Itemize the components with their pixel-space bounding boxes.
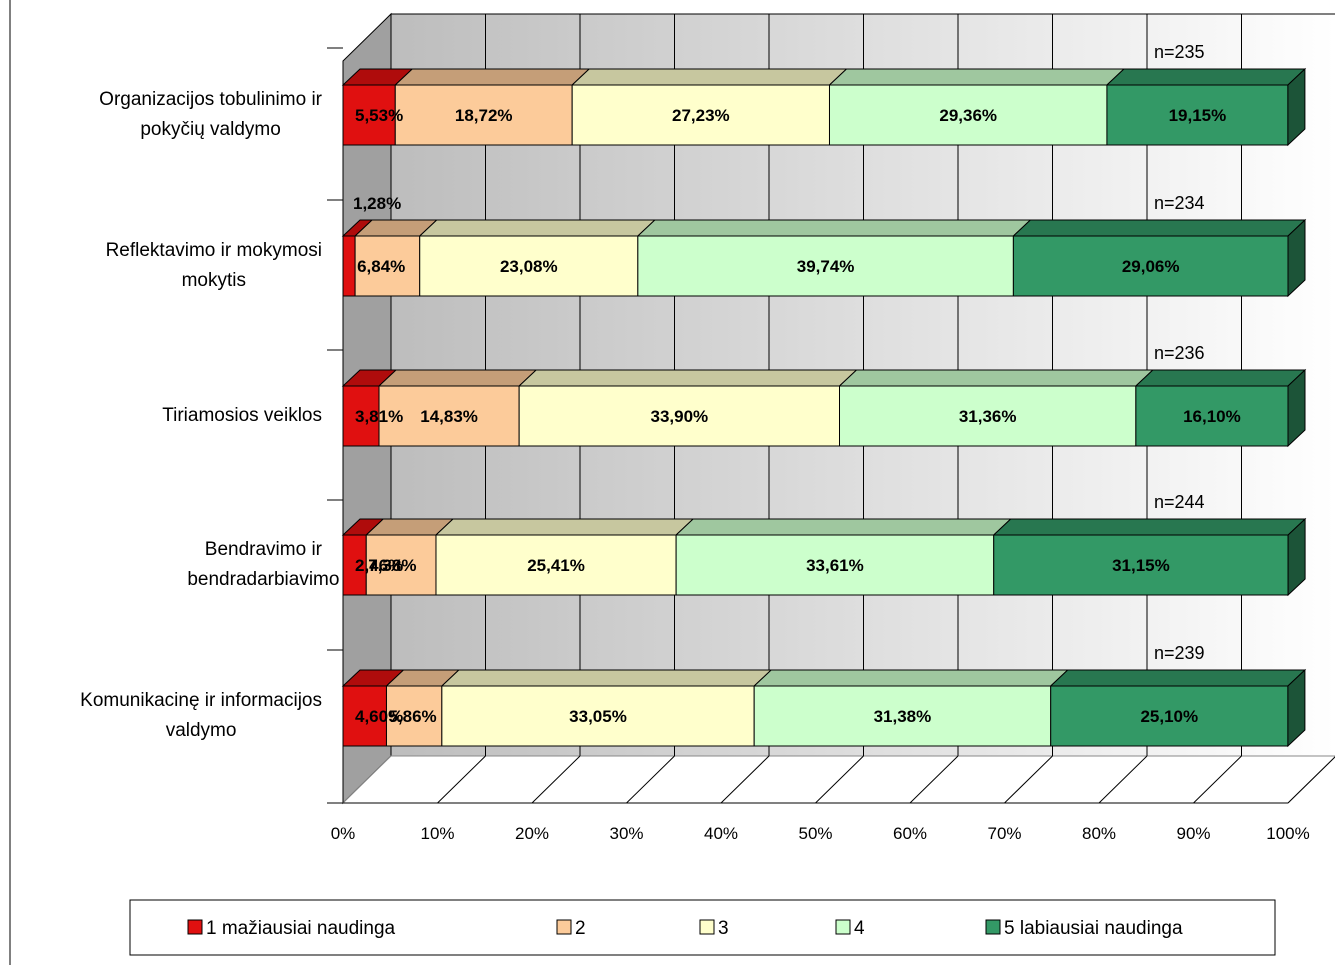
bar-top [420,220,655,236]
legend-label: 4 [854,918,865,939]
data-label: 23,08% [500,257,558,276]
data-label: 14,83% [420,407,478,426]
bar-top [754,670,1068,686]
data-label: 6,84% [357,257,405,276]
category-labels: Organizacijos tobulinimo ir pokyčių valdy… [80,89,339,741]
data-label: 16,10% [1183,407,1241,426]
legend: 1 mažiausiai naudinga 2 3 4 5 labiausiai nau… [130,900,1275,955]
data-label: 29,06% [1122,257,1180,276]
bar-top [1013,220,1305,236]
data-label: 29,36% [939,106,997,125]
bar-segment [343,236,355,296]
n-label: n=239 [1154,643,1205,663]
data-label: 25,10% [1140,707,1198,726]
legend-swatch [557,920,571,934]
category-label: mokytis [182,270,246,291]
bar-top [572,69,846,85]
bar-top [994,519,1305,535]
bar-top [1051,670,1305,686]
x-tick-label: 0% [331,824,356,843]
x-tick-label: 70% [987,824,1021,843]
n-label: n=234 [1154,193,1205,213]
x-tick-label: 100% [1266,824,1309,843]
category-label: valdymo [166,720,237,741]
category-label: bendradarbiavimo [187,569,339,590]
legend-label: 5 labiausiai naudinga [1004,918,1183,939]
category-label: Reflektavimo ir mokymosi [106,240,322,261]
data-label: 31,15% [1112,556,1170,575]
bar-top [638,220,1031,236]
bar-top [519,370,856,386]
legend-swatch [986,920,1000,934]
data-label: 31,38% [874,707,932,726]
x-tick-label: 20% [515,824,549,843]
data-label: 1,28% [353,194,401,213]
category-label: Komunikacinę ir informacijos [80,690,322,711]
category-label: Bendravimo ir [205,539,323,560]
data-label: 33,90% [650,407,708,426]
legend-label: 3 [718,918,729,939]
category-label: Organizacijos tobulinimo ir [99,89,322,110]
bar-top [676,519,1011,535]
data-label: 18,72% [455,106,513,125]
bar-top [829,69,1123,85]
n-label: n=244 [1154,492,1205,512]
category-label: Tiriamosios veiklos [162,405,322,426]
legend-label: 1 mažiausiai naudinga [206,918,396,939]
x-tick-label: 90% [1176,824,1210,843]
category-label: pokyčių valdymo [140,119,280,140]
legend-item: 1 mažiausiai naudinga [188,918,396,939]
data-label: 5,86% [388,707,436,726]
legend-swatch [188,920,202,934]
bar-top [840,370,1153,386]
n-label: n=235 [1154,42,1205,62]
data-label: 7,38% [368,556,416,575]
legend-swatch [836,920,850,934]
x-tick-label: 50% [798,824,832,843]
data-label: 5,53% [355,106,403,125]
x-tick-label: 30% [609,824,643,843]
data-label: 19,15% [1169,106,1227,125]
legend-swatch [700,920,714,934]
bar-top [436,519,693,535]
data-label: 25,41% [527,556,585,575]
n-label: n=236 [1154,343,1205,363]
bar-top [379,370,536,386]
data-label: 33,05% [569,707,627,726]
legend-label: 2 [575,918,586,939]
x-tick-label: 10% [420,824,454,843]
data-label: 31,36% [959,407,1017,426]
x-tick-label: 60% [893,824,927,843]
data-label: 33,61% [806,556,864,575]
x-tick-label: 40% [704,824,738,843]
x-tick-label: 80% [1082,824,1116,843]
bar-top [395,69,589,85]
data-label: 27,23% [672,106,730,125]
bar-top [1136,370,1305,386]
data-label: 3,81% [355,407,403,426]
data-label: 39,74% [797,257,855,276]
bar-top [442,670,771,686]
bar-top [1107,69,1305,85]
legend-item: 5 labiausiai naudinga [986,918,1183,939]
